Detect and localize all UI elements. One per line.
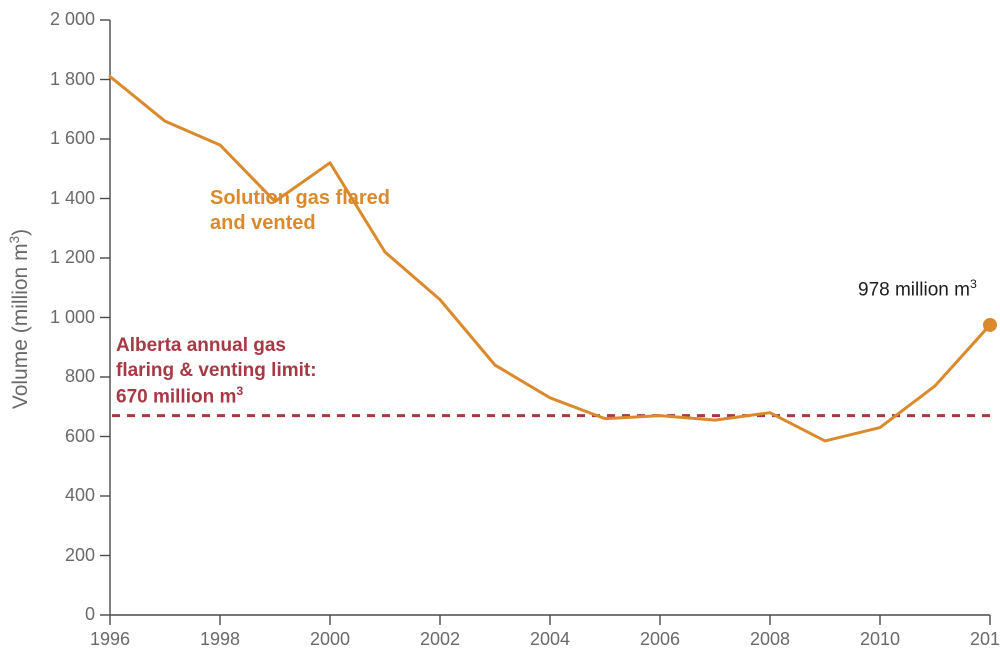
y-tick-label: 1 200 bbox=[25, 247, 95, 268]
y-tick-label: 400 bbox=[25, 485, 95, 506]
y-tick-label: 0 bbox=[25, 604, 95, 625]
y-tick-label: 1 600 bbox=[25, 128, 95, 149]
y-tick-label: 1 800 bbox=[25, 69, 95, 90]
x-tick-label: 2006 bbox=[640, 629, 680, 650]
x-tick-label: 1996 bbox=[90, 629, 130, 650]
y-tick-label: 2 000 bbox=[25, 9, 95, 30]
chart-svg bbox=[0, 0, 1000, 660]
y-tick-label: 200 bbox=[25, 545, 95, 566]
x-tick-label: 1998 bbox=[200, 629, 240, 650]
x-tick-label: 2000 bbox=[310, 629, 350, 650]
y-tick-label: 600 bbox=[25, 426, 95, 447]
x-tick-label: 2004 bbox=[530, 629, 570, 650]
series-label: Solution gas flaredand vented bbox=[210, 186, 390, 236]
x-tick-label: 2012 bbox=[970, 629, 1000, 650]
end-point-label: 978 million m3 bbox=[858, 277, 977, 301]
y-tick-label: 1 000 bbox=[25, 307, 95, 328]
line-chart: Volume (million m3) Solution gas flareda… bbox=[0, 0, 1000, 660]
y-tick-label: 800 bbox=[25, 366, 95, 387]
x-tick-label: 2002 bbox=[420, 629, 460, 650]
x-tick-label: 2010 bbox=[860, 629, 900, 650]
y-tick-label: 1 400 bbox=[25, 188, 95, 209]
x-tick-label: 2008 bbox=[750, 629, 790, 650]
reference-line-label: Alberta annual gasflaring & venting limi… bbox=[116, 334, 317, 410]
